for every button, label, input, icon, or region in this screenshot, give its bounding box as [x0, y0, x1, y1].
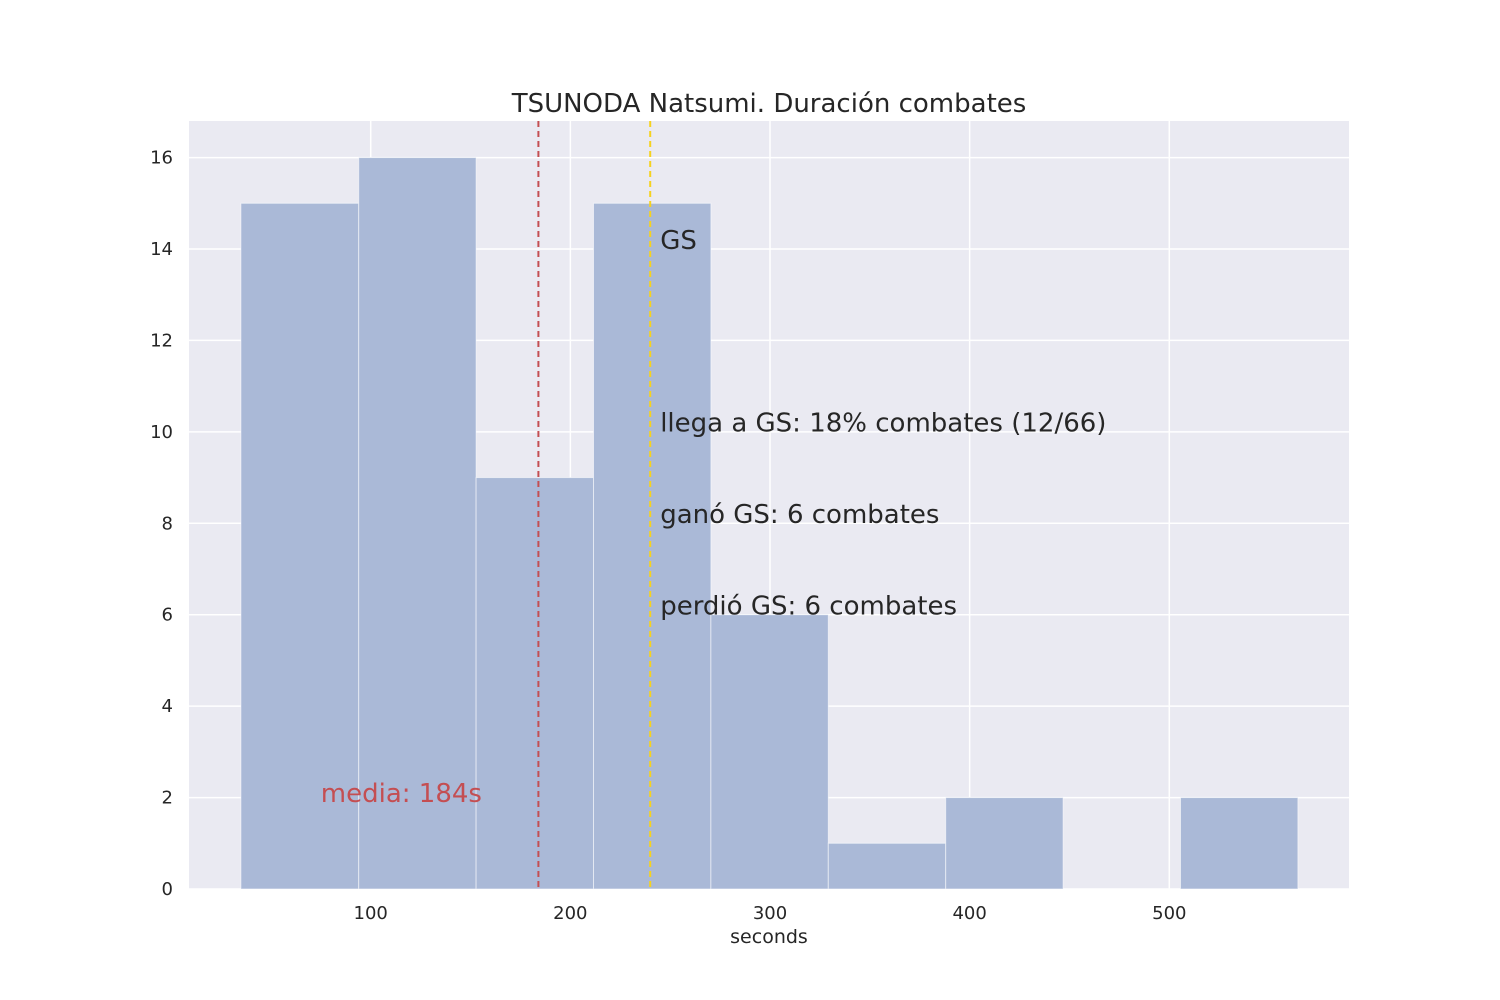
y-tick-label: 6: [162, 605, 173, 626]
reference-lines: [537, 121, 652, 889]
histogram-bar: [945, 797, 1064, 890]
annotation-text: perdió GS: 6 combates: [660, 592, 957, 622]
x-tick-label: 100: [354, 903, 388, 924]
histogram-bar: [358, 157, 477, 890]
mean-label: media: 184s: [321, 779, 482, 809]
histogram-bar: [240, 202, 360, 890]
y-tick-label: 12: [150, 330, 173, 351]
chart-title: TSUNODA Natsumi. Duración combates: [511, 89, 1027, 119]
histogram-bar: [1179, 797, 1299, 890]
histogram-bar: [475, 477, 595, 890]
x-axis-label: seconds: [730, 926, 808, 948]
x-tick-label: 300: [753, 903, 787, 924]
annotations: media: 184s GS llega a GS: 18% combates (1…: [321, 226, 1107, 809]
y-tick-label: 10: [150, 422, 173, 443]
annotation-text: ganó GS: 6 combates: [660, 500, 939, 530]
y-tick-label: 2: [162, 788, 173, 809]
x-tick-label: 200: [553, 903, 587, 924]
y-tick-label: 0: [162, 879, 173, 900]
x-axis-ticks: 100 200 300 400 500: [354, 903, 1187, 924]
y-axis-ticks: 0 2 4 6 8 10 12 14 16: [150, 148, 173, 900]
y-tick-label: 14: [150, 239, 173, 260]
y-tick-label: 4: [162, 696, 173, 717]
histogram-bars: [240, 157, 1299, 890]
histogram-bar: [593, 202, 712, 890]
x-tick-label: 400: [952, 903, 986, 924]
histogram-bar: [827, 842, 947, 890]
annotation-text: llega a GS: 18% combates (12/66): [660, 409, 1106, 439]
y-tick-label: 16: [150, 148, 173, 169]
y-tick-label: 8: [162, 513, 173, 534]
x-tick-label: 500: [1152, 903, 1186, 924]
histogram-bar: [710, 614, 829, 890]
annotation-text: GS: [660, 226, 697, 256]
